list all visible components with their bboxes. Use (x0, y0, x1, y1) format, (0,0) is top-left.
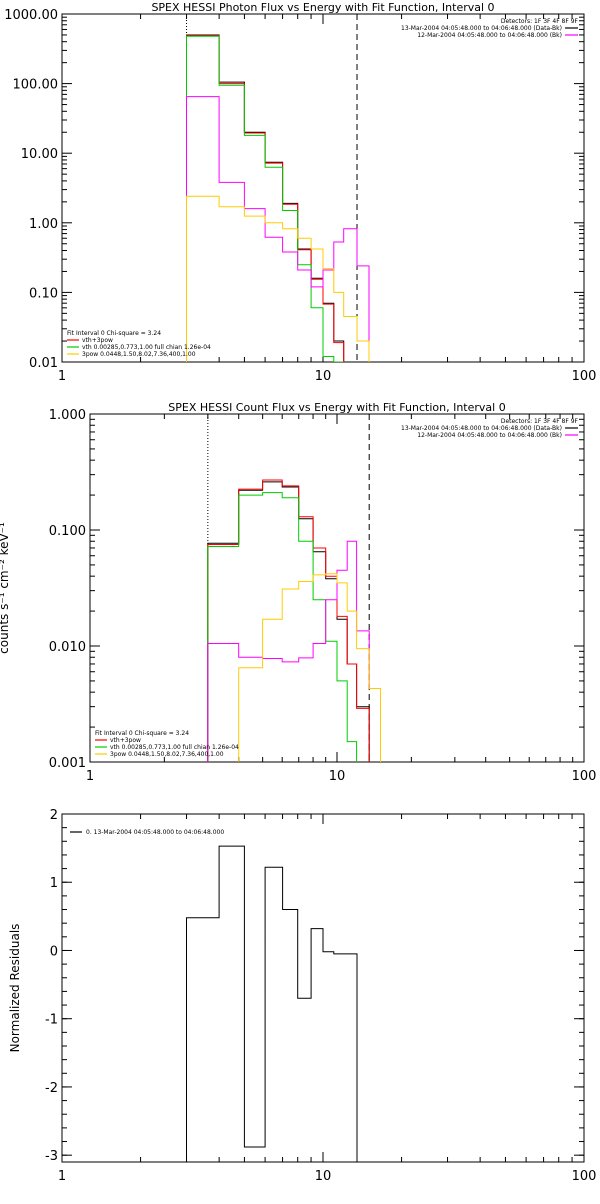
y-tick-label: 1.000 (49, 408, 86, 423)
x-tick-label: 1 (58, 369, 66, 384)
legend-entry: 13-Mar-2004 04:05:48.000 to 04:06:48.000… (401, 25, 562, 32)
data-series-0 (186, 845, 358, 1162)
legend-entry: 12-Mar-2004 04:05:48.000 to 04:06:48.000… (417, 32, 562, 39)
data-series-0 (207, 481, 370, 762)
y-tick-label: 0.01 (29, 356, 58, 371)
x-tick-label: 10 (315, 1169, 332, 1184)
data-series-0 (186, 34, 345, 362)
legend-entry: vth 0.00285,0.773,1.00 full chian 1.26e-… (82, 344, 211, 351)
plot-frame (61, 813, 585, 1163)
data-series-2 (186, 35, 344, 362)
chart-panel-1: SPEX HESSI Count Flux vs Energy with Fit… (0, 401, 596, 784)
chart-title: SPEX HESSI Photon Flux vs Energy with Fi… (151, 1, 494, 14)
y-tick-label: -1 (45, 1013, 58, 1028)
x-tick-label: 100 (572, 369, 597, 384)
x-tick-label: 1 (86, 769, 94, 784)
y-tick-label: 0.10 (29, 286, 58, 301)
legend-entry: Fit Interval 0 Chi-square = 3.24 (95, 730, 189, 737)
chart-panel-2: Normalized Residuals 1 10 100 -3 -2 -1 0 1 2 0. 13… (8, 808, 596, 1184)
y-tick-label: -3 (45, 1149, 58, 1164)
x-tick-label: 10 (329, 769, 346, 784)
y-tick-label: 1000.00 (4, 8, 58, 23)
y-tick-label: 0.001 (49, 756, 86, 771)
legend-entry: Fit Interval 0 Chi-square = 3.24 (67, 330, 161, 337)
y-tick-label: 0.010 (49, 640, 86, 655)
y-axis-label: Normalized Residuals (8, 924, 22, 1053)
chart-title: SPEX HESSI Count Flux vs Energy with Fit… (168, 401, 505, 414)
y-tick-label: 1 (50, 876, 58, 891)
legend-entry: vth+3pow (110, 737, 141, 744)
y-tick-label: 10.00 (21, 147, 58, 162)
y-axis-label: counts s⁻¹ cm⁻² keV⁻¹ (0, 522, 11, 654)
legend-entry: 3pow 0.0448,1.50,8.02,7.36,400,1.00 (82, 351, 196, 358)
data-series-4 (238, 573, 381, 762)
legend-entry: Detectors: 1F 3F 4F 8F 9F (501, 418, 579, 425)
data-series-2 (207, 492, 358, 762)
legend-entry: Detectors: 1F 3F 4F 8F 9F (501, 18, 579, 25)
y-tick-label: -2 (45, 1081, 58, 1096)
x-tick-label: 100 (572, 769, 597, 784)
chart-panel-0: SPEX HESSI Photon Flux vs Energy with Fi… (4, 1, 596, 384)
y-tick-label: 1.00 (29, 217, 58, 232)
legend-entry: 3pow 0.0448,1.50,8.02,7.36,400,1.00 (110, 751, 224, 758)
legend-entry: 13-Mar-2004 04:05:48.000 to 04:06:48.000… (401, 425, 562, 432)
y-tick-label: 0.100 (49, 524, 86, 539)
legend-entry: 0. 13-Mar-2004 04:05:48.000 to 04:06:48.… (86, 829, 224, 836)
data-series-3 (186, 96, 370, 362)
legend-entry: vth+3pow (82, 337, 113, 344)
legend-entry: vth 0.00285,0.773,1.00 full chian 1.26e-… (110, 744, 239, 751)
data-series-1 (186, 35, 345, 362)
data-series-3 (207, 540, 381, 762)
data-series-1 (207, 479, 370, 762)
x-tick-label: 10 (315, 369, 332, 384)
x-tick-label: 100 (572, 1169, 597, 1184)
y-tick-label: 100.00 (13, 78, 59, 93)
data-series-4 (186, 195, 370, 362)
x-tick-label: 1 (58, 1169, 66, 1184)
y-tick-label: 0 (50, 944, 58, 959)
legend-entry: 12-Mar-2004 04:05:48.000 to 04:06:48.000… (417, 432, 562, 439)
y-tick-label: 2 (50, 808, 58, 823)
